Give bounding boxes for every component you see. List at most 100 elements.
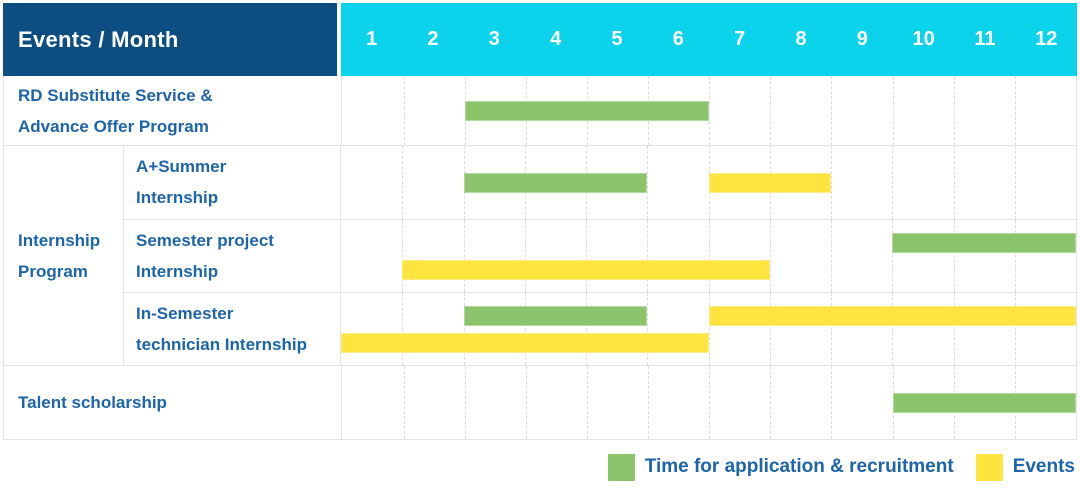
month-gridline bbox=[892, 146, 894, 219]
month-header-cell: 1 bbox=[366, 28, 378, 50]
row-label-line: Talent scholarship bbox=[18, 393, 167, 412]
row-label-semester-project: Semester project Internship bbox=[124, 220, 340, 293]
event-bar bbox=[708, 306, 1076, 327]
month-gridline bbox=[953, 146, 955, 219]
month-gridline bbox=[1014, 219, 1016, 293]
month-gridline bbox=[524, 219, 526, 293]
row-label-in-semester: In-Semester technician Internship bbox=[124, 293, 340, 365]
row-label-rd-substitute: RD Substitute Service & Advance Offer Pr… bbox=[4, 76, 341, 145]
row-timeline bbox=[340, 219, 1076, 293]
group-label-line: Internship bbox=[18, 230, 101, 250]
row-timeline bbox=[340, 293, 1076, 366]
recruitment-bar bbox=[464, 101, 710, 121]
row-label-line: In-Semester bbox=[136, 304, 234, 324]
legend-item-event: Events bbox=[975, 453, 1075, 481]
month-header-cell: 4 bbox=[550, 28, 562, 50]
month-gridline bbox=[831, 366, 833, 439]
recruitment-bar bbox=[463, 306, 648, 327]
month-gridline bbox=[769, 219, 771, 293]
month-gridline bbox=[463, 293, 465, 366]
month-gridline bbox=[402, 146, 404, 219]
month-gridline bbox=[892, 293, 894, 366]
month-gridline bbox=[831, 219, 832, 293]
month-header-cell: 8 bbox=[795, 28, 807, 50]
table-header: Events / Month 1 2 3 4 5 6 7 8 9 10 11 12 bbox=[3, 3, 1077, 76]
month-gridline bbox=[769, 293, 771, 366]
group-rows: A+Summer Internship Semester project Int… bbox=[124, 146, 1076, 366]
month-gridline bbox=[709, 76, 711, 145]
row-label-a-summer: A+Summer Internship bbox=[124, 146, 340, 219]
month-header: 1 2 3 4 5 6 7 8 9 10 11 12 bbox=[341, 3, 1077, 76]
row-label-line: RD Substitute Service & bbox=[18, 85, 213, 105]
row-label-line: Internship bbox=[136, 188, 219, 208]
row-timeline bbox=[341, 366, 1076, 439]
row-label-talent-scholarship: Talent scholarship bbox=[4, 366, 341, 439]
table-row: Semester project Internship bbox=[124, 219, 1076, 294]
row-timeline bbox=[341, 76, 1076, 145]
month-gridline bbox=[586, 293, 587, 366]
month-gridline bbox=[586, 219, 587, 293]
month-gridline bbox=[709, 366, 711, 439]
month-gridline bbox=[708, 293, 710, 366]
table-title-cell: Events / Month bbox=[3, 3, 341, 76]
legend-item-recruitment: Time for application & recruitment bbox=[607, 453, 954, 481]
legend-label: Events bbox=[1012, 456, 1075, 477]
internship-program-group: Internship Program A+Summer Internship S… bbox=[4, 146, 1076, 366]
row-label-line: Semester project bbox=[136, 231, 274, 250]
month-gridline bbox=[525, 366, 527, 439]
month-gridline bbox=[892, 76, 894, 145]
month-gridline bbox=[586, 366, 588, 439]
event-bar bbox=[402, 259, 770, 280]
month-gridline bbox=[524, 293, 526, 366]
month-gridline bbox=[403, 366, 405, 439]
table-title: Events / Month bbox=[18, 26, 179, 52]
month-gridline bbox=[1014, 293, 1016, 366]
table-row: A+Summer Internship bbox=[124, 146, 1076, 220]
events-month-table: Events / Month 1 2 3 4 5 6 7 8 9 10 11 12 RD Substi… bbox=[3, 3, 1077, 440]
row-timeline bbox=[340, 146, 1076, 219]
month-gridline bbox=[708, 219, 710, 293]
month-header-cell: 11 bbox=[974, 28, 996, 50]
month-gridline bbox=[647, 219, 649, 293]
month-gridline bbox=[831, 146, 832, 219]
month-gridline bbox=[953, 293, 955, 366]
row-label-line: technician Internship bbox=[136, 335, 307, 355]
table-body: RD Substitute Service & Advance Offer Pr… bbox=[3, 76, 1077, 440]
month-header-cell: 9 bbox=[856, 28, 868, 50]
table-row: In-Semester technician Internship bbox=[124, 293, 1076, 366]
month-header-cell: 7 bbox=[734, 28, 746, 50]
table-row: RD Substitute Service & Advance Offer Pr… bbox=[4, 76, 1076, 146]
recruitment-bar bbox=[892, 393, 1076, 413]
legend-label: Time for application & recruitment bbox=[644, 456, 954, 477]
month-gridline bbox=[953, 76, 955, 145]
month-header-cell: 5 bbox=[611, 28, 623, 50]
month-gridline bbox=[463, 219, 465, 293]
recruitment-swatch-icon bbox=[607, 453, 635, 481]
row-label-line: Advance Offer Program bbox=[18, 116, 209, 136]
month-gridline bbox=[770, 366, 772, 439]
month-gridline bbox=[402, 293, 404, 366]
month-gridline bbox=[953, 219, 955, 293]
month-header-cell: 2 bbox=[427, 28, 439, 50]
month-header-cell: 10 bbox=[912, 28, 935, 50]
group-label-internship-program: Internship Program bbox=[4, 146, 124, 365]
month-gridline bbox=[647, 146, 649, 219]
legend: Time for application & recruitment Events bbox=[0, 440, 1080, 494]
month-header-cell: 3 bbox=[488, 28, 500, 50]
month-gridline bbox=[647, 293, 649, 366]
month-header-cell: 6 bbox=[672, 28, 684, 50]
month-gridline bbox=[464, 366, 466, 439]
month-gridline bbox=[831, 76, 833, 145]
recruitment-bar bbox=[892, 232, 1076, 253]
month-gridline bbox=[1014, 76, 1016, 145]
month-gridline bbox=[770, 76, 772, 145]
month-gridline bbox=[648, 366, 650, 439]
month-header-cell: 12 bbox=[1035, 28, 1058, 50]
row-label-line: A+Summer bbox=[136, 157, 227, 177]
table-row: Talent scholarship bbox=[4, 366, 1076, 439]
month-gridline bbox=[403, 76, 405, 145]
event-bar bbox=[708, 173, 831, 193]
group-label-line: Program bbox=[18, 261, 88, 281]
event-bar bbox=[341, 333, 709, 354]
